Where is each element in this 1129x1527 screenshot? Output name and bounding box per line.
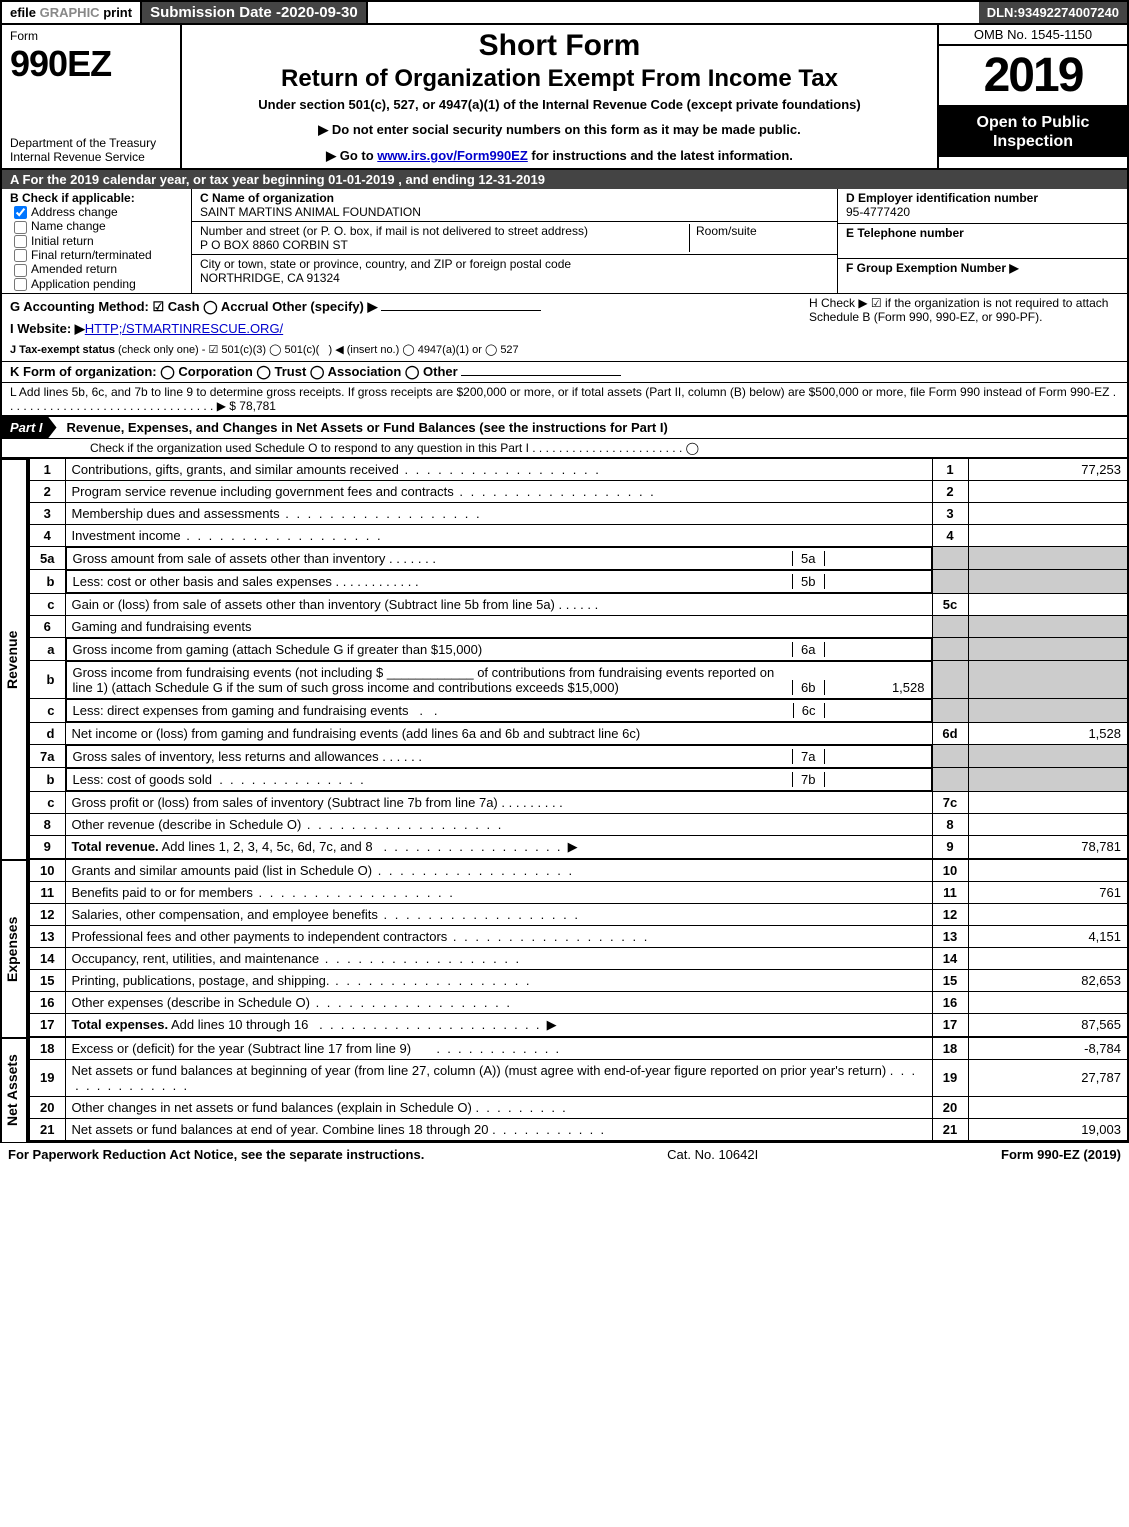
- chk-amended-return[interactable]: Amended return: [10, 262, 183, 276]
- part1-tag: Part I: [2, 417, 57, 438]
- open-to-public: Open to Public Inspection: [939, 107, 1127, 157]
- short-form-title: Short Form: [194, 29, 925, 63]
- efile-label: efile GRAPHIC print: [10, 5, 132, 20]
- header-right: OMB No. 1545-1150 2019 Open to Public In…: [937, 25, 1127, 168]
- tax-period-line: A For the 2019 calendar year, or tax yea…: [0, 170, 1129, 189]
- row-g-h: G Accounting Method: ☑ Cash ◯ Accrual Ot…: [0, 294, 1129, 362]
- irs-label: Internal Revenue Service: [10, 150, 172, 164]
- instructions-link[interactable]: www.irs.gov/Form990EZ: [377, 148, 528, 163]
- c-name-label: C Name of organization: [200, 191, 334, 205]
- city-value: NORTHRIDGE, CA 91324: [200, 271, 340, 285]
- expenses-vlabel: Expenses: [0, 859, 28, 1037]
- col-def: D Employer identification number 95-4777…: [837, 189, 1127, 293]
- col-b-header: B Check if applicable:: [10, 191, 183, 205]
- street-value: P O BOX 8860 CORBIN ST: [200, 238, 348, 252]
- form-number: 990EZ: [10, 43, 172, 85]
- d-ein-label: D Employer identification number: [846, 191, 1038, 205]
- d-ein-value: 95-4777420: [846, 205, 910, 219]
- part1-title: Revenue, Expenses, and Changes in Net As…: [57, 420, 1127, 435]
- efile-print-button[interactable]: efile GRAPHIC print: [2, 2, 142, 23]
- dln: DLN: 93492274007240: [979, 2, 1127, 23]
- form-ref: Form 990-EZ (2019): [1001, 1147, 1121, 1162]
- header-left: Form 990EZ Department of the Treasury In…: [2, 25, 182, 168]
- form-header: Form 990EZ Department of the Treasury In…: [0, 25, 1129, 170]
- h-schedule-b: H Check ▶ ☑ if the organization is not r…: [809, 296, 1119, 324]
- page-footer: For Paperwork Reduction Act Notice, see …: [0, 1142, 1129, 1166]
- netassets-vlabel: Net Assets: [0, 1037, 28, 1142]
- top-bar: efile GRAPHIC print Submission Date - 20…: [0, 0, 1129, 25]
- chk-name-change[interactable]: Name change: [10, 219, 183, 233]
- ssn-warning: ▶ Do not enter social security numbers o…: [194, 122, 925, 138]
- chk-application-pending[interactable]: Application pending: [10, 277, 183, 291]
- netassets-table: 18Excess or (deficit) for the year (Subt…: [28, 1037, 1129, 1142]
- cat-no: Cat. No. 10642I: [667, 1147, 758, 1162]
- city-label: City or town, state or province, country…: [200, 257, 571, 271]
- org-name: SAINT MARTINS ANIMAL FOUNDATION: [200, 205, 421, 219]
- return-title: Return of Organization Exempt From Incom…: [194, 65, 925, 93]
- e-phone-label: E Telephone number: [846, 226, 964, 240]
- form-word: Form: [10, 29, 172, 43]
- col-c-org-info: C Name of organization SAINT MARTINS ANI…: [192, 189, 837, 293]
- room-label: Room/suite: [696, 224, 757, 238]
- chk-initial-return[interactable]: Initial return: [10, 234, 183, 248]
- website-link[interactable]: HTTP;/STMARTINRESCUE.ORG/: [85, 321, 283, 336]
- part1-header: Part I Revenue, Expenses, and Changes in…: [0, 417, 1129, 439]
- col-b-checkboxes: B Check if applicable: Address change Na…: [2, 189, 192, 293]
- submission-date: Submission Date - 2020-09-30: [142, 2, 368, 23]
- row-k: K Form of organization: ◯ Corporation ◯ …: [0, 362, 1129, 383]
- row-l: L Add lines 5b, 6c, and 7b to line 9 to …: [0, 383, 1129, 417]
- header-mid: Short Form Return of Organization Exempt…: [182, 25, 937, 168]
- l-gross-receipts: L Add lines 5b, 6c, and 7b to line 9 to …: [10, 385, 1116, 413]
- revenue-vlabel: Revenue: [0, 458, 28, 859]
- tax-year: 2019: [939, 46, 1127, 107]
- subtitle: Under section 501(c), 527, or 4947(a)(1)…: [194, 97, 925, 112]
- omb-number: OMB No. 1545-1150: [939, 25, 1127, 46]
- chk-final-return[interactable]: Final return/terminated: [10, 248, 183, 262]
- chk-address-change[interactable]: Address change: [10, 205, 183, 219]
- revenue-section: Revenue 1Contributions, gifts, grants, a…: [0, 458, 1129, 859]
- expenses-section: Expenses 10Grants and similar amounts pa…: [0, 859, 1129, 1037]
- j-status: (check only one) - ☑ 501(c)(3) ◯ 501(c)(…: [118, 344, 519, 356]
- entity-block: B Check if applicable: Address change Na…: [0, 189, 1129, 294]
- netassets-section: Net Assets 18Excess or (deficit) for the…: [0, 1037, 1129, 1142]
- l-value: 78,781: [239, 399, 276, 413]
- f-group-label: F Group Exemption Number ▶: [846, 261, 1019, 275]
- paperwork-notice: For Paperwork Reduction Act Notice, see …: [8, 1147, 424, 1162]
- g-accounting: G Accounting Method: ☑ Cash ◯ Accrual Ot…: [10, 299, 378, 314]
- expenses-table: 10Grants and similar amounts paid (list …: [28, 859, 1129, 1037]
- street-label: Number and street (or P. O. box, if mail…: [200, 224, 588, 238]
- revenue-table: 1Contributions, gifts, grants, and simil…: [28, 458, 1129, 859]
- instructions-line: ▶ Go to www.irs.gov/Form990EZ for instru…: [194, 148, 925, 164]
- i-website-label: I Website: ▶: [10, 321, 85, 336]
- k-form-org: K Form of organization: ◯ Corporation ◯ …: [10, 364, 458, 379]
- part1-check-line: Check if the organization used Schedule …: [0, 439, 1129, 458]
- dept-treasury: Department of the Treasury: [10, 136, 172, 150]
